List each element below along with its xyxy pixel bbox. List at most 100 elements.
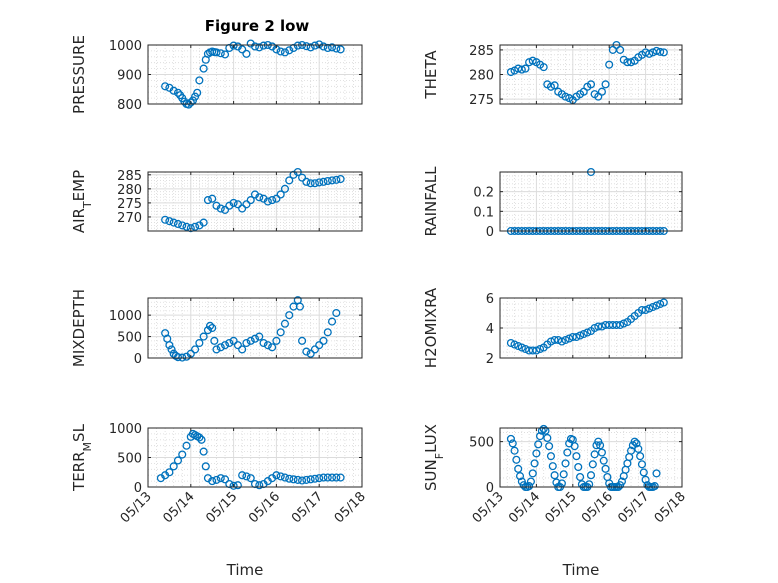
data-point: [616, 320, 625, 330]
data-point: [336, 45, 345, 54]
data-point: [506, 434, 515, 443]
data-point: [572, 452, 581, 461]
data-point: [208, 194, 217, 203]
data-point: [585, 480, 594, 489]
data-point: [634, 444, 643, 453]
data-point: [242, 49, 251, 58]
data-point: [534, 440, 543, 449]
data-point: [659, 298, 668, 307]
data-point: [208, 477, 217, 486]
data-point: [268, 343, 277, 352]
data-point: [242, 338, 251, 348]
data-point: [233, 481, 242, 490]
data-point: [597, 322, 606, 331]
data-point: [255, 332, 264, 341]
data-point: [601, 80, 610, 89]
y-tick-label: 500: [117, 331, 142, 346]
data-point: [280, 319, 290, 328]
data-point: [315, 474, 324, 483]
y-axis-label-main: PRESSURE: [70, 35, 88, 114]
data-point: [186, 98, 195, 107]
data-point: [648, 302, 657, 312]
data-point: [645, 304, 654, 313]
x-axis-label: Time: [226, 561, 264, 579]
data-point: [310, 345, 319, 354]
x-axis-label: Time: [562, 561, 600, 579]
data-point: [298, 336, 307, 345]
data-point: [596, 441, 605, 450]
data-point: [630, 437, 639, 446]
data-point: [583, 328, 592, 337]
data-point: [306, 475, 315, 484]
data-point: [336, 473, 345, 482]
data-point: [332, 175, 341, 184]
y-axis-label-rest: SL: [70, 423, 88, 442]
data-point: [203, 326, 212, 335]
data-point: [255, 481, 264, 490]
data-point: [169, 218, 178, 227]
data-point: [517, 343, 526, 352]
y-tick-label: 280: [469, 69, 494, 84]
data-point: [656, 299, 665, 309]
data-point: [605, 60, 614, 69]
data-point: [506, 338, 515, 348]
data-point: [546, 452, 556, 461]
y-axis-label-subscript: T: [81, 201, 94, 209]
data-point: [574, 462, 583, 472]
data-point: [233, 341, 242, 350]
data-point: [208, 323, 217, 333]
data-point: [276, 328, 285, 337]
data-point: [546, 82, 556, 91]
y-axis-label-main: H2OMIXRA: [422, 287, 440, 368]
data-point: [195, 338, 204, 348]
data-point: [298, 173, 307, 182]
data-point: [280, 48, 290, 57]
y-axis-label: TERRMSL: [70, 423, 94, 492]
data-point: [332, 473, 341, 482]
chart-title: Figure 2 low: [205, 17, 310, 35]
data-point: [173, 353, 183, 362]
y-tick-label: 900: [117, 69, 142, 84]
y-tick-label: 275: [117, 197, 142, 212]
data-point: [263, 197, 272, 206]
data-point: [528, 346, 537, 355]
data-point: [276, 47, 285, 56]
data-point: [539, 63, 548, 72]
data-point: [161, 215, 170, 224]
data-point: [323, 176, 332, 186]
data-point: [315, 341, 324, 350]
data-point: [332, 308, 341, 318]
plot-area: [500, 172, 682, 231]
data-point: [161, 82, 170, 91]
data-point: [510, 446, 519, 455]
subplot-2: 275 280 285 THETA: [422, 40, 683, 108]
y-axis-label-main: TERR: [70, 451, 88, 492]
data-point: [563, 448, 572, 457]
y-axis-label-subscript: M: [81, 442, 94, 452]
axes-box: [147, 171, 363, 232]
data-point: [659, 48, 668, 57]
data-point: [199, 218, 208, 227]
data-point: [229, 481, 238, 490]
data-point: [528, 56, 537, 65]
data-point: [535, 344, 545, 354]
data-point: [191, 345, 200, 354]
data-point: [246, 196, 255, 205]
data-point: [293, 475, 302, 484]
y-tick-label: 2: [486, 352, 494, 367]
data-point: [280, 473, 290, 482]
data-point: [173, 88, 183, 97]
data-point: [616, 45, 625, 54]
data-point: [546, 337, 556, 346]
data-point: [193, 88, 202, 97]
data-point: [336, 174, 345, 184]
y-tick-label: 500: [117, 452, 142, 467]
data-point: [272, 194, 281, 203]
data-point: [199, 447, 208, 456]
data-point: [276, 190, 285, 199]
data-point: [199, 64, 208, 73]
data-point: [233, 200, 242, 209]
data-point: [182, 222, 191, 231]
data-point: [167, 345, 176, 354]
